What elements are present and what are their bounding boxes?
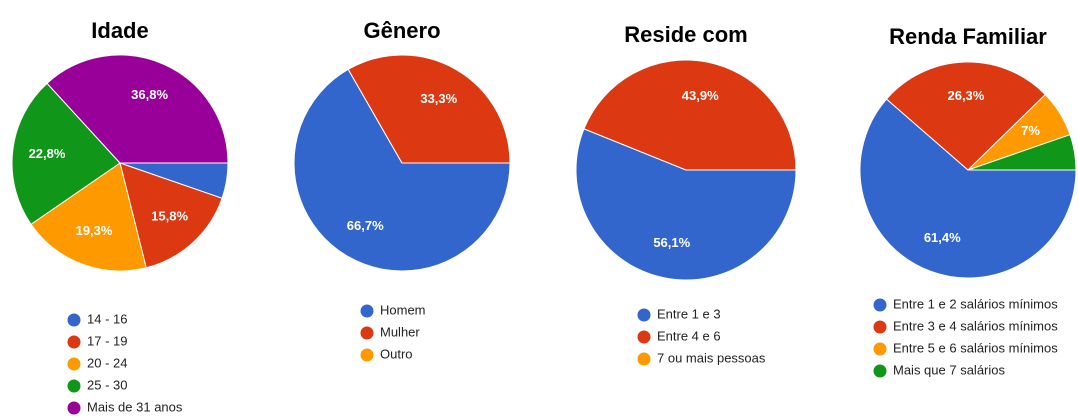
legend-swatch <box>67 401 81 415</box>
legend-swatch <box>360 326 374 340</box>
legend-label: Homem <box>380 302 426 317</box>
legend-swatch <box>637 330 651 344</box>
pie-slice <box>885 61 1047 171</box>
data-label: 66,7% <box>347 218 384 233</box>
legend-label: Mais de 31 anos <box>87 399 183 414</box>
legend-label: Entre 3 e 4 salários mínimos <box>893 318 1058 333</box>
legend-swatch <box>637 352 651 366</box>
legend-swatch <box>67 379 81 393</box>
legend-swatch <box>873 298 887 312</box>
legend-swatch <box>360 304 374 318</box>
data-label: 7% <box>1021 123 1040 138</box>
pie-slice <box>583 59 797 171</box>
legend-swatch <box>67 357 81 371</box>
legend-swatch <box>67 335 81 349</box>
legend-label: Mais que 7 salários <box>893 362 1005 377</box>
data-label: 33,3% <box>420 91 457 106</box>
legend-swatch <box>873 342 887 356</box>
pie-slice <box>859 98 1077 279</box>
chart-title: Gênero <box>363 18 440 43</box>
pie-slice <box>575 128 797 281</box>
legend-swatch <box>873 364 887 378</box>
chart-title: Idade <box>91 18 148 43</box>
data-label: 22,8% <box>29 146 66 161</box>
legend-label: Entre 5 e 6 salários mínimos <box>893 340 1058 355</box>
legend-label: 17 - 19 <box>87 333 127 348</box>
legend-label: Entre 4 e 6 <box>657 328 721 343</box>
pie-slice <box>347 54 511 164</box>
legend-swatch <box>637 308 651 322</box>
legend-label: Entre 1 e 3 <box>657 306 721 321</box>
data-label: 36,8% <box>131 87 168 102</box>
data-label: 56,1% <box>653 235 690 250</box>
pie-slice <box>46 54 229 164</box>
data-label: 19,3% <box>76 223 113 238</box>
legend-label: Mulher <box>380 324 420 339</box>
data-label: 61,4% <box>924 230 961 245</box>
legend-label: 25 - 30 <box>87 377 127 392</box>
legend-label: 20 - 24 <box>87 355 127 370</box>
legend-label: 14 - 16 <box>87 311 127 326</box>
legend-label: Outro <box>380 346 413 361</box>
chart-title: Reside com <box>624 22 748 47</box>
legend-swatch <box>873 320 887 334</box>
legend-swatch <box>67 313 81 327</box>
pie-slice <box>293 68 511 272</box>
pie-slice <box>967 134 1077 171</box>
data-label: 26,3% <box>947 88 984 103</box>
legend-label: 7 ou mais pessoas <box>657 350 766 365</box>
pie-slice <box>119 162 223 269</box>
pie-slice <box>11 82 121 225</box>
chart-title: Renda Familiar <box>889 24 1047 49</box>
data-label: 43,9% <box>682 88 719 103</box>
legend-swatch <box>360 348 374 362</box>
data-label: 15,8% <box>151 209 188 224</box>
pie-slice <box>30 162 147 272</box>
legend-label: Entre 1 e 2 salários mínimos <box>893 296 1058 311</box>
